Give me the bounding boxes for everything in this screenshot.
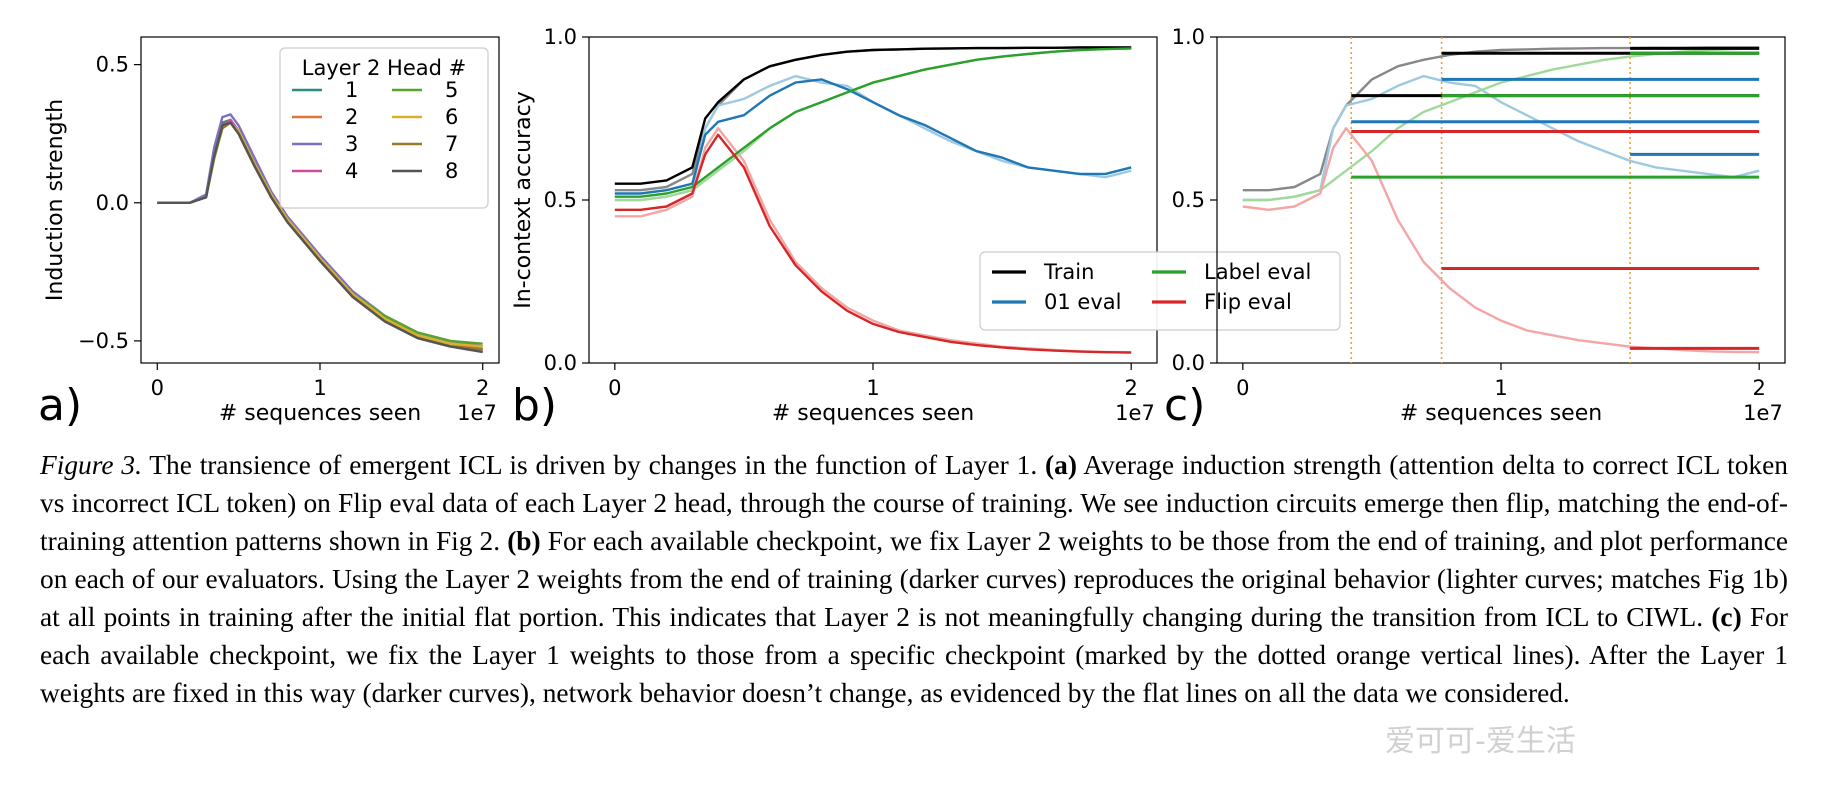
panel-a-legend-label-0: 1 xyxy=(345,78,358,102)
panel-b-legend-label-2: 01 eval xyxy=(1044,290,1121,314)
caption-b-label: (b) xyxy=(507,526,541,556)
panel-b-xtick-label-2: 2 xyxy=(1124,376,1137,400)
caption-figure-label: Figure 3. xyxy=(40,450,142,480)
panel-b-xtick-label-0: 0 xyxy=(608,376,621,400)
figure: 0 1 2 0.5 0.0 −0.5 # sequences seen Induction… xyxy=(38,25,1786,431)
panel-c-checkpoint-lines xyxy=(1350,37,1631,363)
panel-a-legend-label-6: 7 xyxy=(445,132,458,156)
panel-b-offset-text: 1e7 xyxy=(1115,401,1155,425)
panel-a-legend-box xyxy=(279,47,489,209)
panel-b-ytick-label-2: 0.0 xyxy=(544,351,577,375)
panel-b-series-4 xyxy=(614,47,1132,198)
panel-c-ytick-label-2: 0.0 xyxy=(1172,351,1205,375)
panel-a-ylabel: Induction strength xyxy=(43,99,68,301)
panel-a-legend-label-3: 4 xyxy=(345,159,358,183)
caption-text-c: For each available checkpoint, we fix th… xyxy=(40,602,1788,708)
panel-a-legend-items: 1 2 3 4 5 6 7 8 xyxy=(292,78,458,183)
figure-caption: Figure 3. The transience of emergent ICL… xyxy=(40,446,1788,712)
caption-text-1: The transience of emergent ICL is driven… xyxy=(141,450,1046,480)
panel-c-lines xyxy=(1242,46,1760,354)
caption-text-b: For each available checkpoint, we fix La… xyxy=(40,526,1789,632)
panel-b: 0 1 2 1.0 0.5 0.0 # sequences seen In-context… xyxy=(511,25,1341,431)
panel-c: 0 1 2 1.0 0.5 0.0 # sequences seen 1e7 c) xyxy=(1164,25,1786,431)
panel-a-lines xyxy=(157,113,483,354)
panel-b-legend-box xyxy=(979,251,1341,331)
panel-a-series-7 xyxy=(157,121,483,354)
panel-b-xlabel: # sequences seen xyxy=(772,401,974,426)
panel-b-legend-label-0: Train xyxy=(1043,260,1094,284)
panel-c-series-1 xyxy=(1242,74,1760,202)
panel-a-xtick-label-0: 0 xyxy=(151,376,164,400)
panel-a-legend-label-2: 3 xyxy=(345,132,358,156)
panel-a-xtick-label-1: 1 xyxy=(313,376,326,400)
panel-c-xtick-label-2: 2 xyxy=(1752,376,1765,400)
panel-b-legend-items: Train Label eval 01 eval Flip eval xyxy=(992,260,1311,314)
panel-c-ytick-label-0: 1.0 xyxy=(1172,25,1205,49)
watermark: 爱可可-爱生活 xyxy=(1385,724,1576,759)
panel-a-offset-text: 1e7 xyxy=(457,401,497,425)
panel-a-legend-title: Layer 2 Head # xyxy=(302,56,466,80)
panel-a: 0 1 2 0.5 0.0 −0.5 # sequences seen Induction… xyxy=(38,36,500,431)
panel-a-xlabel: # sequences seen xyxy=(219,401,421,426)
panel-b-series-6 xyxy=(614,133,1132,354)
panel-b-ytick-label-1: 0.5 xyxy=(544,188,577,212)
panel-c-series-0 xyxy=(1242,46,1760,192)
panel-a-legend-label-4: 5 xyxy=(445,78,458,102)
panel-b-series-0 xyxy=(614,46,1132,185)
panel-b-lines xyxy=(614,46,1132,354)
panel-b-series-5 xyxy=(614,47,1132,202)
panel-c-ytick-label-1: 0.5 xyxy=(1172,188,1205,212)
panel-b-legend-label-3: Flip eval xyxy=(1204,290,1292,314)
panel-b-series-1 xyxy=(614,46,1132,192)
panel-a-ytick-label-1: 0.0 xyxy=(96,191,129,215)
panel-c-xtick-label-0: 0 xyxy=(1236,376,1249,400)
panel-b-xtick-label-1: 1 xyxy=(866,376,879,400)
panel-a-xtick-label-2: 2 xyxy=(476,376,489,400)
panel-c-xlabel: # sequences seen xyxy=(1400,401,1602,426)
panel-a-legend-label-1: 2 xyxy=(345,105,358,129)
panel-a-ytick-label-0: 0.5 xyxy=(96,53,129,77)
panel-c-offset-text: 1e7 xyxy=(1743,401,1783,425)
caption-a-label: (a) xyxy=(1045,450,1077,480)
panel-c-letter: c) xyxy=(1164,380,1205,431)
panel-a-legend: Layer 2 Head # 1 2 3 4 5 6 7 8 xyxy=(279,47,489,209)
panel-b-series-2 xyxy=(614,78,1132,195)
panel-c-ticks: 0 1 2 1.0 0.5 0.0 xyxy=(1172,25,1766,400)
caption-text-a: Average induction strength (attention de… xyxy=(40,450,1788,556)
panel-a-letter: a) xyxy=(38,380,82,431)
caption-c-label: (c) xyxy=(1711,602,1742,632)
panel-b-ytick-label-0: 1.0 xyxy=(544,25,577,49)
panel-b-ylabel: In-context accuracy xyxy=(511,91,536,309)
panel-b-ticks: 0 1 2 1.0 0.5 0.0 xyxy=(544,25,1138,400)
panel-b-letter: b) xyxy=(512,380,557,431)
panel-b-legend-label-1: Label eval xyxy=(1204,260,1311,284)
panel-a-legend-label-7: 8 xyxy=(445,159,458,183)
panel-a-ytick-label-2: −0.5 xyxy=(78,329,129,353)
panel-a-ticks: 0 1 2 0.5 0.0 −0.5 xyxy=(78,53,489,400)
panel-b-legend: Train Label eval 01 eval Flip eval xyxy=(979,251,1341,331)
panel-c-xtick-label-1: 1 xyxy=(1494,376,1507,400)
panel-a-legend-label-5: 6 xyxy=(445,105,458,129)
